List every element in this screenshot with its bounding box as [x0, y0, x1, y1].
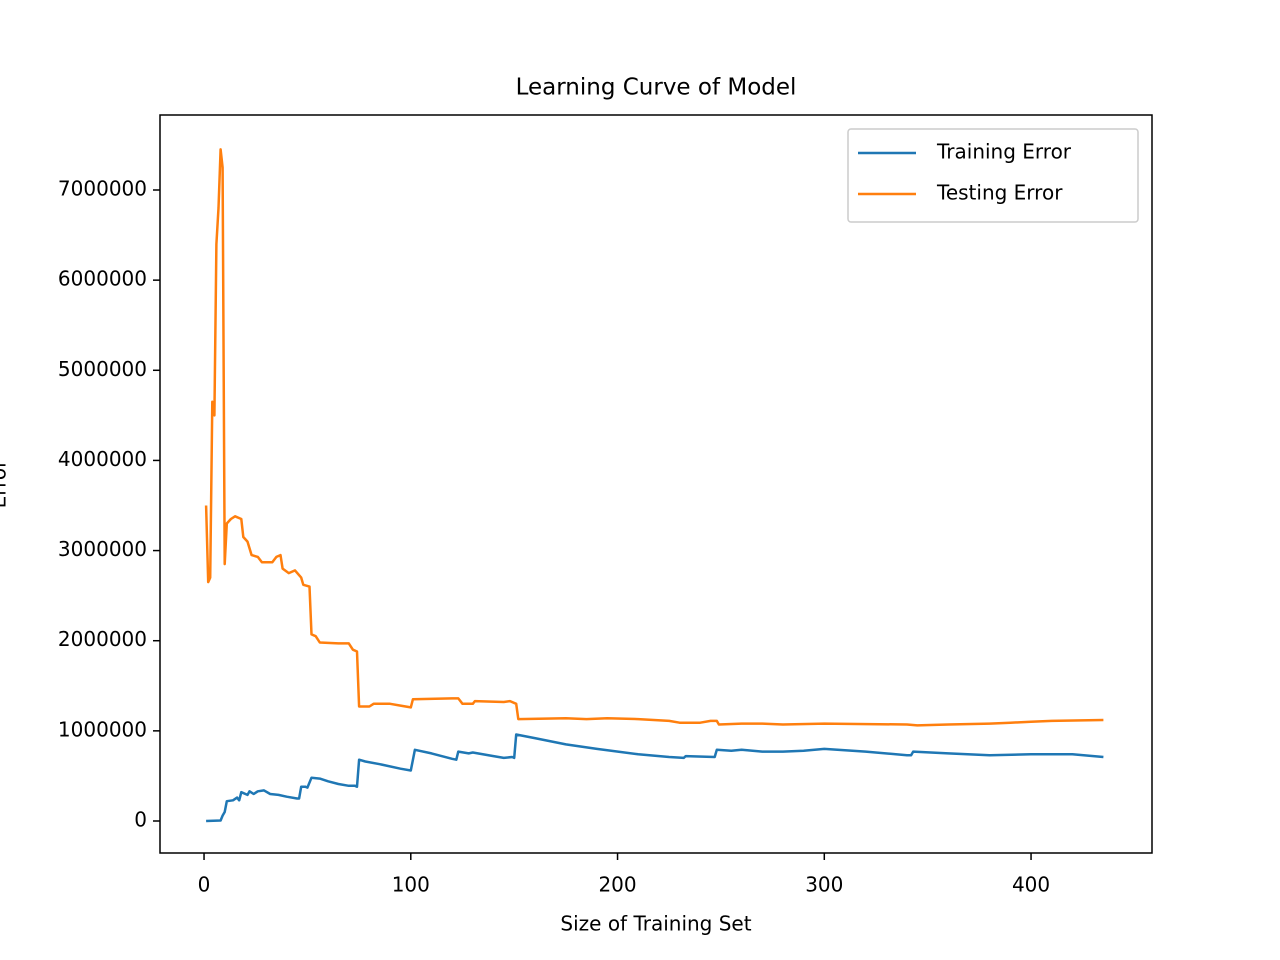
x-tick-label: 100 [392, 873, 430, 897]
y-tick-label: 4000000 [58, 447, 147, 471]
x-tick-label: 400 [1012, 873, 1050, 897]
y-tick-label: 0 [134, 807, 147, 831]
chart-title: Learning Curve of Model [516, 75, 797, 101]
y-tick-label: 2000000 [58, 627, 147, 651]
y-tick-label: 7000000 [58, 176, 147, 200]
x-axis-label: Size of Training Set [560, 912, 751, 936]
x-tick-label: 200 [598, 873, 636, 897]
x-tick-label: 0 [198, 873, 211, 897]
legend-label: Testing Error [936, 181, 1063, 205]
y-axis-label: Error [0, 459, 11, 509]
legend-label: Training Error [936, 140, 1072, 164]
plot-frame [159, 114, 1153, 854]
line-series [206, 733, 1104, 823]
line-series [204, 148, 1104, 727]
legend-box [847, 128, 1139, 223]
y-tick-label: 5000000 [58, 357, 147, 381]
x-tick-label: 300 [805, 873, 843, 897]
y-tick-label: 3000000 [58, 537, 147, 561]
y-tick-label: 1000000 [58, 717, 147, 741]
y-tick-label: 6000000 [58, 267, 147, 291]
